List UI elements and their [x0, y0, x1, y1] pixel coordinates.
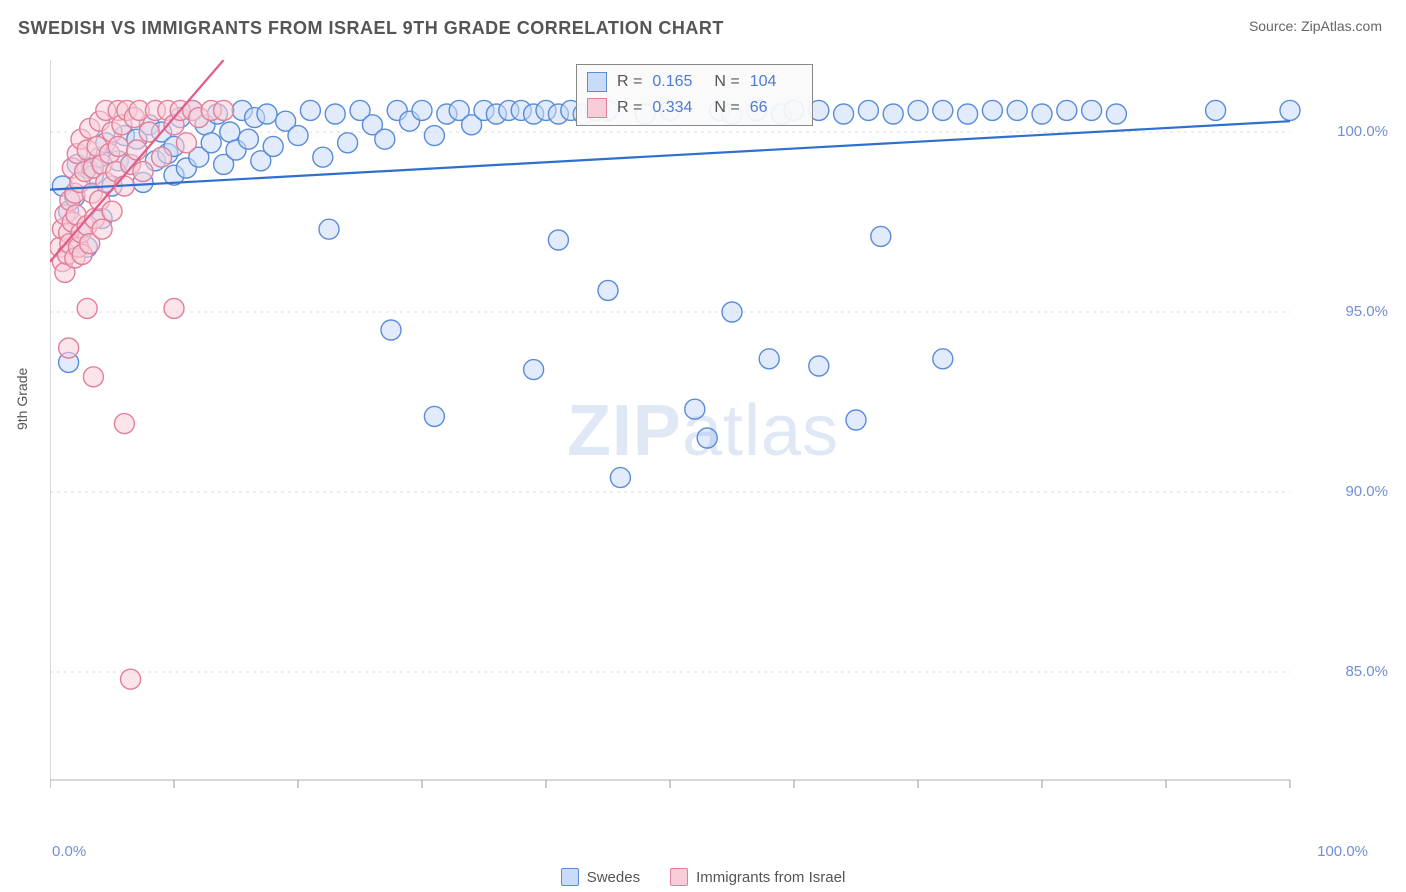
legend-label-israel: Immigrants from Israel	[696, 869, 845, 886]
source-credit: Source: ZipAtlas.com	[1249, 18, 1382, 34]
r-label: R =	[617, 69, 642, 95]
n-value-swedes: 104	[750, 69, 802, 95]
legend-item-israel: Immigrants from Israel	[670, 868, 845, 886]
n-label: N =	[714, 69, 739, 95]
source-prefix: Source:	[1249, 18, 1301, 34]
stats-row-swedes: R = 0.165 N = 104	[587, 69, 802, 95]
legend-swatch-swedes	[561, 868, 579, 886]
swatch-israel	[587, 98, 607, 118]
y-tick-label: 90.0%	[1345, 483, 1388, 500]
y-axis-label: 9th Grade	[14, 368, 30, 430]
stats-row-israel: R = 0.334 N = 66	[587, 95, 802, 121]
chart-title: SWEDISH VS IMMIGRANTS FROM ISRAEL 9TH GR…	[18, 18, 724, 39]
y-tick-label: 100.0%	[1337, 123, 1388, 140]
r-label: R =	[617, 95, 642, 121]
source-name: ZipAtlas.com	[1301, 18, 1382, 34]
n-value-israel: 66	[750, 95, 802, 121]
legend-item-swedes: Swedes	[561, 868, 640, 886]
r-value-swedes: 0.165	[652, 69, 704, 95]
y-tick-label: 95.0%	[1345, 303, 1388, 320]
r-value-israel: 0.334	[652, 95, 704, 121]
legend-bottom: Swedes Immigrants from Israel	[0, 868, 1406, 886]
x-axis-start-label: 0.0%	[52, 843, 86, 860]
legend-swatch-israel	[670, 868, 688, 886]
x-axis-end-label: 100.0%	[1317, 843, 1368, 860]
stats-legend-box: R = 0.165 N = 104 R = 0.334 N = 66	[576, 64, 813, 126]
y-tick-label: 85.0%	[1345, 663, 1388, 680]
n-label: N =	[714, 95, 739, 121]
swatch-swedes	[587, 72, 607, 92]
legend-label-swedes: Swedes	[587, 869, 640, 886]
scatter-chart-svg	[50, 60, 1360, 820]
chart-plot-area	[50, 60, 1360, 820]
